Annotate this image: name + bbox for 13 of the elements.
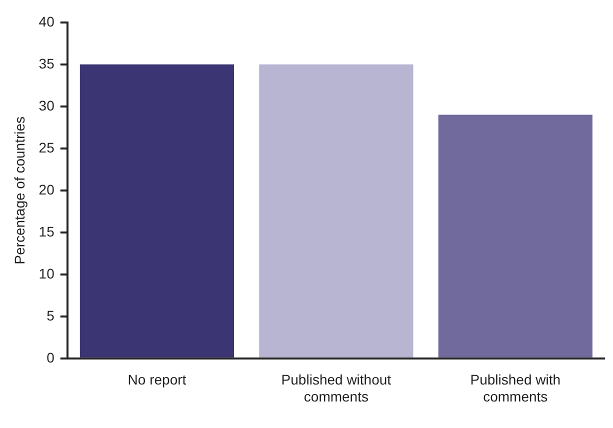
y-tick-label: 0 — [46, 349, 55, 366]
y-tick-label: 15 — [38, 223, 55, 240]
y-tick-label: 5 — [46, 307, 55, 324]
y-tick-label: 35 — [38, 55, 55, 72]
x-tick-label: Published without comments — [281, 372, 392, 404]
x-tick-label: Published with comments — [470, 372, 561, 404]
x-tick-label: No report — [128, 372, 186, 388]
y-tick-label: 25 — [38, 139, 55, 156]
y-tick-label: 20 — [38, 181, 55, 198]
y-tick-label: 30 — [38, 97, 55, 114]
y-tick-label: 40 — [38, 13, 55, 30]
y-tick-label: 10 — [38, 265, 55, 282]
y-axis-title: Percentage of countries — [11, 116, 28, 264]
